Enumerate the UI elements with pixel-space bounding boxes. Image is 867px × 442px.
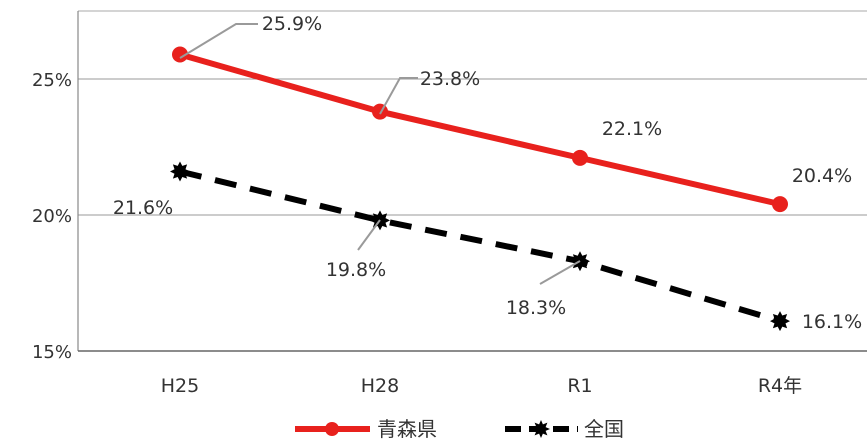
legend-marker-national	[532, 420, 550, 438]
data-point	[572, 149, 588, 166]
series-line-aomori	[179, 51, 781, 208]
y-tick-label: 15%	[32, 342, 72, 363]
data-label: 19.8%	[326, 259, 386, 281]
label-leader-lines	[179, 23, 581, 285]
x-tick-label: R4年	[758, 375, 802, 397]
x-tick-label: H28	[361, 375, 399, 397]
data-point	[770, 311, 790, 332]
legend: 青森県 全国	[295, 417, 624, 441]
data-label: 22.1%	[602, 118, 662, 140]
grid-lines	[78, 10, 867, 216]
data-label: 16.1%	[802, 311, 862, 333]
data-label: 21.6%	[113, 197, 173, 219]
data-point	[172, 46, 188, 63]
leader-line	[357, 219, 381, 251]
data-label: 25.9%	[262, 13, 322, 35]
data-labels: 25.9% 23.8% 22.1% 20.4% 21.6% 19.8% 18.3% 16.1%	[113, 13, 862, 333]
data-label: 23.8%	[420, 68, 480, 90]
data-point	[170, 161, 190, 182]
x-tick-label: H25	[161, 375, 199, 397]
legend-label-aomori: 青森県	[377, 417, 437, 441]
data-point	[372, 103, 388, 120]
y-tick-labels: 15% 20% 25%	[32, 70, 72, 363]
data-label: 20.4%	[792, 165, 852, 187]
x-tick-label: R1	[567, 375, 592, 397]
leader-line	[539, 260, 581, 285]
legend-label-national: 全国	[584, 417, 624, 441]
series-line-national	[179, 168, 781, 324]
axes	[77, 11, 867, 352]
x-tick-labels: H25 H28 R1 R4年	[161, 375, 802, 397]
legend-marker-aomori	[325, 422, 339, 436]
series-lines	[170, 46, 790, 332]
y-tick-label: 20%	[32, 206, 72, 227]
leader-line	[379, 77, 418, 115]
leader-line	[179, 23, 258, 59]
y-tick-label: 25%	[32, 70, 72, 91]
data-point	[772, 196, 788, 213]
data-label: 18.3%	[506, 297, 566, 319]
